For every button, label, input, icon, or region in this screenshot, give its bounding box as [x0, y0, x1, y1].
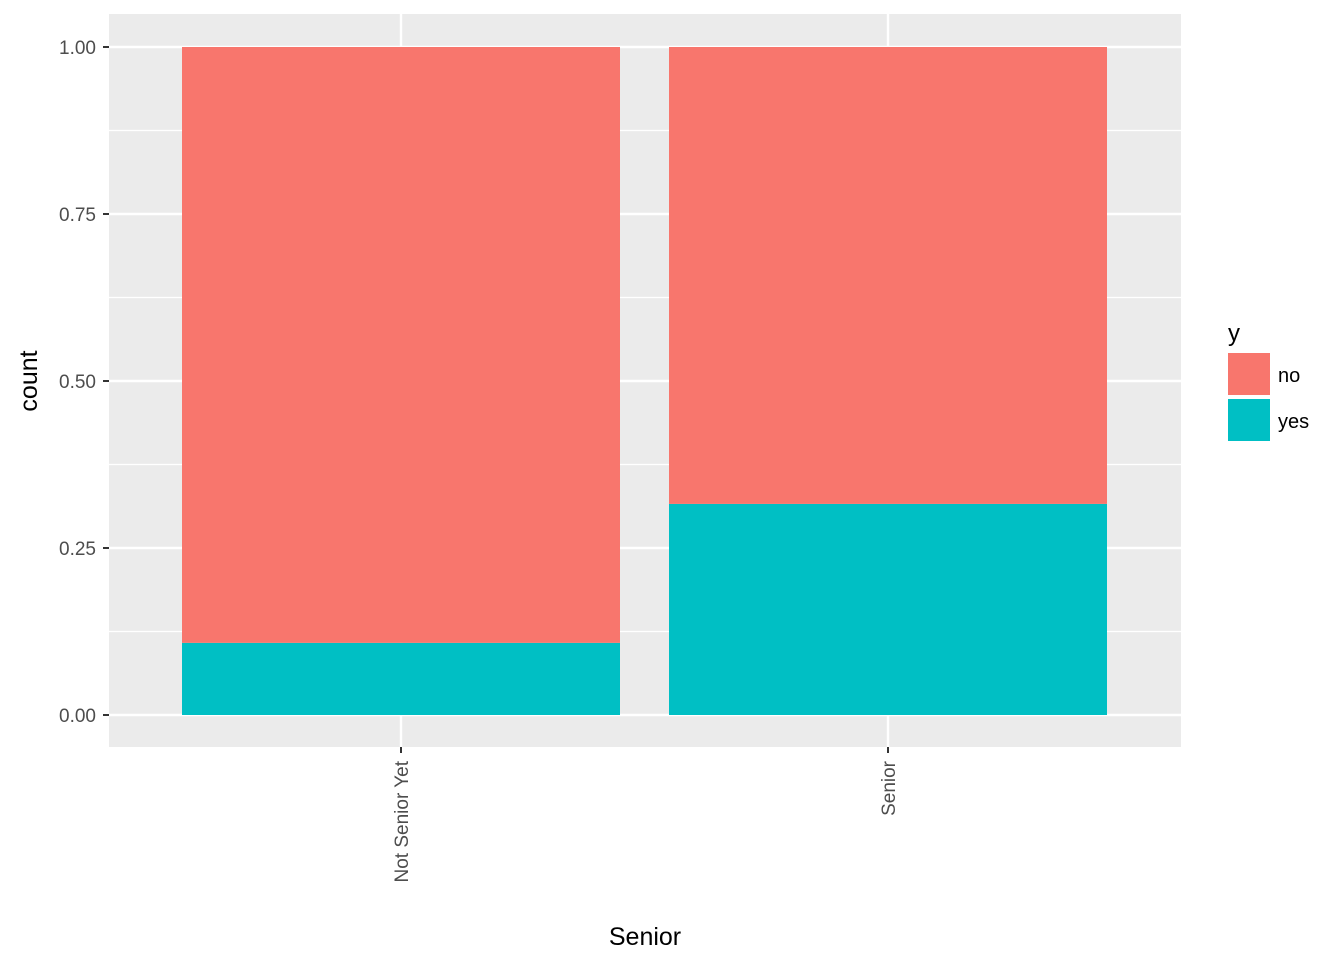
- y-tick-label: 0.25: [59, 539, 96, 560]
- x-tick-label: Not Senior Yet: [392, 760, 413, 882]
- y-tick-label: 0.00: [59, 706, 96, 727]
- y-axis: 0.00 0.25 0.50 0.75 1.00: [59, 38, 109, 727]
- x-tick-label: Senior: [879, 760, 900, 816]
- y-tick-label: 0.50: [59, 372, 96, 393]
- y-tick-label: 0.75: [59, 205, 96, 226]
- legend-label-yes: yes: [1278, 411, 1309, 433]
- bar-yes: [182, 642, 620, 715]
- legend: y no yes: [1228, 320, 1309, 441]
- y-tick-label: 1.00: [59, 38, 96, 59]
- x-axis-title: Senior: [609, 923, 681, 951]
- legend-label-no: no: [1278, 365, 1300, 387]
- bar-no: [182, 47, 620, 643]
- legend-key-no: [1228, 353, 1270, 395]
- y-axis-title: count: [15, 350, 43, 411]
- legend-title: y: [1228, 320, 1240, 347]
- bar-yes: [669, 503, 1107, 715]
- x-axis: Not Senior Yet Senior: [392, 747, 900, 882]
- bars: [182, 47, 1107, 715]
- legend-key-yes: [1228, 399, 1270, 441]
- bar-no: [669, 47, 1107, 504]
